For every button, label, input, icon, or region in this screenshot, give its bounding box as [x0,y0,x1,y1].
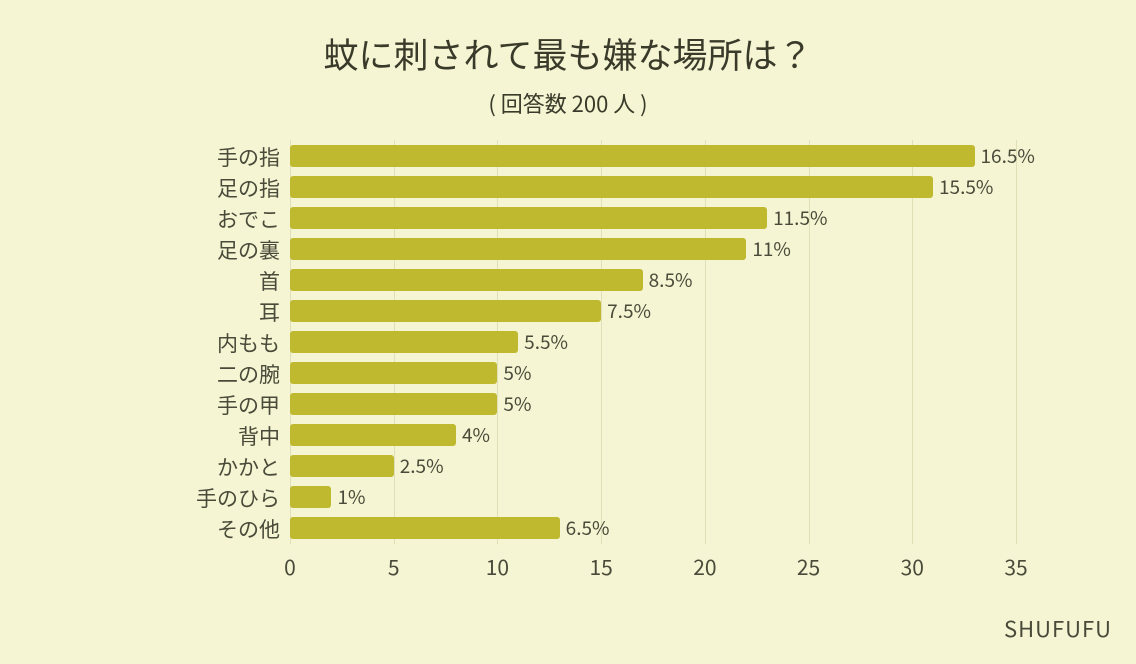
bar-value-label: 7.5% [607,297,651,324]
y-axis-label: 手の甲 [80,390,280,420]
bar [290,331,518,353]
bar-row: 7.5% [290,295,651,326]
x-axis-label: 10 [486,552,509,582]
bar-value-label: 5% [503,390,531,417]
bar-row: 5% [290,357,531,388]
y-axis-label: その他 [80,514,280,544]
bar-row: 8.5% [290,264,693,295]
chart-subtitle: ( 回答数 200 人 ) [0,87,1136,119]
x-axis-label: 35 [1004,552,1027,582]
bar [290,207,767,229]
x-axis-label: 20 [693,552,716,582]
bar-row: 11.5% [290,202,828,233]
bar [290,238,746,260]
bar-row: 11% [290,233,791,264]
y-axis-label: 足の裏 [80,235,280,265]
bar [290,269,643,291]
bar [290,455,394,477]
bar [290,486,331,508]
bar-value-label: 6.5% [566,514,610,541]
y-axis-label: 背中 [80,421,280,451]
bar-value-label: 5% [503,359,531,386]
bar [290,145,975,167]
bar-value-label: 2.5% [400,452,444,479]
bar-value-label: 8.5% [649,266,693,293]
bar [290,393,497,415]
y-axis-label: 二の腕 [80,359,280,389]
grid-line [1016,140,1017,544]
y-axis-label: おでこ [80,204,280,234]
bar-row: 4% [290,419,490,450]
y-axis-label: 手のひら [80,483,280,513]
chart-container: 蚊に刺されて最も嫌な場所は？ ( 回答数 200 人 ) 16.5% 15.5% 1… [0,0,1136,664]
y-axis-label: 足の指 [80,173,280,203]
x-axis-label: 25 [797,552,820,582]
x-axis-label: 0 [284,552,296,582]
bar-value-label: 16.5% [981,142,1035,169]
bar-row: 1% [290,481,366,512]
bar-row: 16.5% [290,140,1035,171]
bar-value-label: 1% [337,483,365,510]
x-axis-label: 30 [901,552,924,582]
bar [290,517,560,539]
bar-row: 15.5% [290,171,993,202]
x-axis-label: 15 [589,552,612,582]
bar-value-label: 4% [462,421,490,448]
bar [290,176,933,198]
y-axis-label: かかと [80,452,280,482]
x-axis-label: 5 [388,552,400,582]
brand-label: SHUFUFU [1004,612,1112,644]
bar-value-label: 11% [752,235,791,262]
bar [290,362,497,384]
bar-value-label: 15.5% [939,173,993,200]
bar-row: 5.5% [290,326,568,357]
y-axis-label: 内もも [80,328,280,358]
bar-row: 5% [290,388,531,419]
chart-title: 蚊に刺されて最も嫌な場所は？ [0,0,1136,79]
bar-row: 2.5% [290,450,444,481]
bar [290,424,456,446]
y-axis-label: 耳 [80,297,280,327]
bar-row: 6.5% [290,512,610,543]
bar-value-label: 5.5% [524,328,568,355]
bar [290,300,601,322]
bar-value-label: 11.5% [773,204,827,231]
y-axis-label: 首 [80,266,280,296]
y-axis-label: 手の指 [80,142,280,172]
chart-plot-area: 16.5%15.5%11.5%11%8.5%7.5%5.5%5%5%4%2.5%… [290,140,1016,570]
